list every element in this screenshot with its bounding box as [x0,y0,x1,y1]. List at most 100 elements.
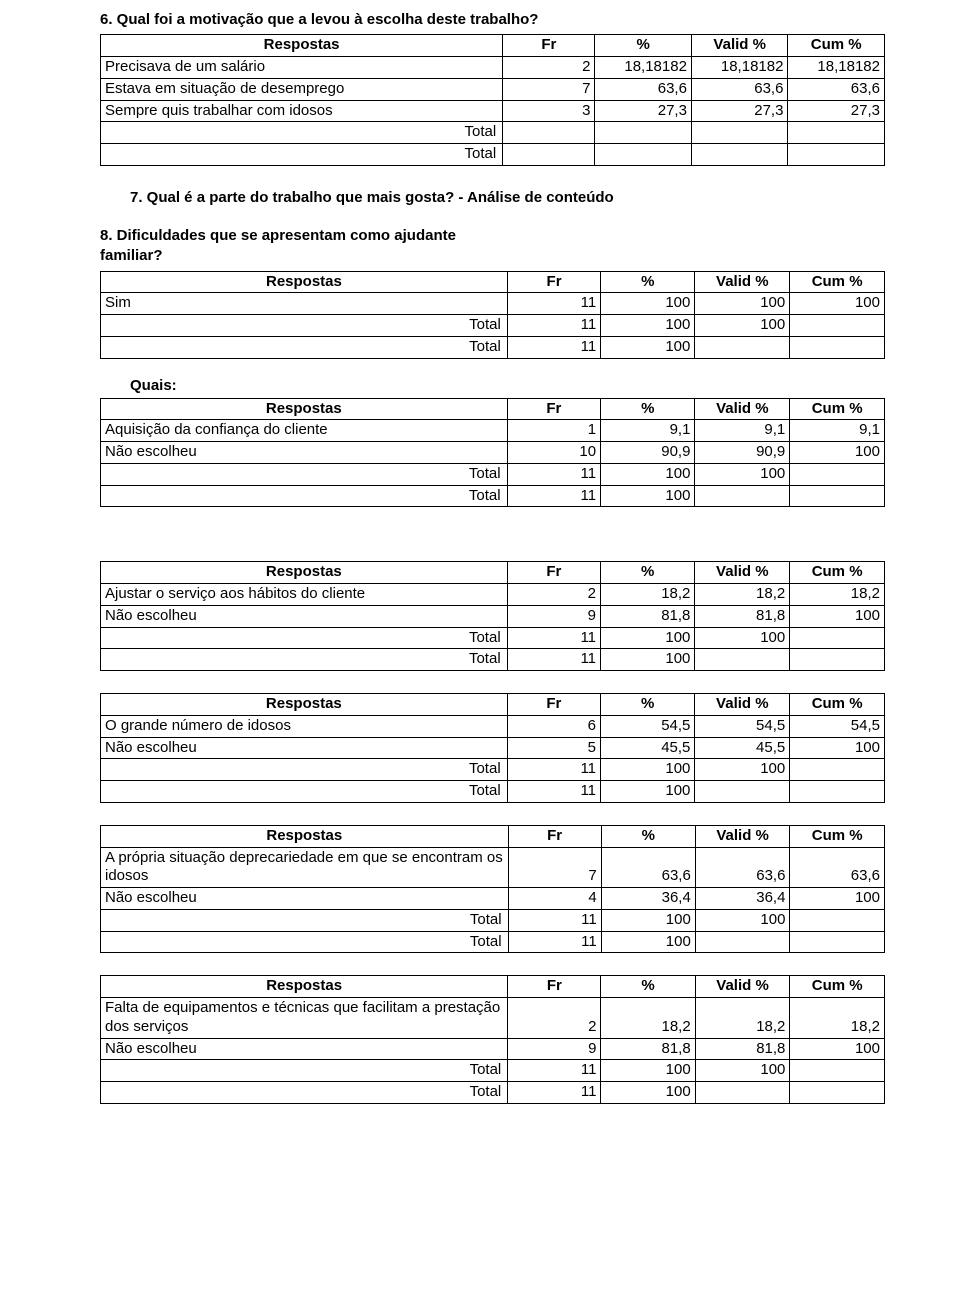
cell-label: Ajustar o serviço aos hábitos do cliente [101,584,508,606]
cell-valid: 81,8 [695,605,790,627]
col-respostas: Respostas [101,562,508,584]
cell-valid: 63,6 [695,847,790,888]
cell-empty [695,649,790,671]
col-cum: Cum % [790,271,885,293]
cell-total-label: Total [101,781,508,803]
cell-valid: 54,5 [695,715,790,737]
cell-pct: 100 [601,336,695,358]
col-fr: Fr [508,825,601,847]
cell-cum: 63,6 [788,78,885,100]
cell-empty [790,1060,885,1082]
cell-valid: 27,3 [691,100,788,122]
col-respostas: Respostas [101,35,503,57]
cell-pct: 100 [601,759,695,781]
cell-valid: 18,2 [695,584,790,606]
col-fr: Fr [507,694,600,716]
table-row: Falta de equipamentos e técnicas que fac… [101,998,885,1039]
col-valid: Valid % [691,35,788,57]
table-row: Aquisição da confiança do cliente 1 9,1 … [101,420,885,442]
cell-empty [790,1082,885,1104]
table-row: Não escolheu 5 45,5 45,5 100 [101,737,885,759]
col-valid: Valid % [695,976,790,998]
cell-empty [503,144,595,166]
cell-pct: 81,8 [601,1038,695,1060]
cell-cum: 54,5 [790,715,885,737]
col-cum: Cum % [790,694,885,716]
cell-valid: 18,18182 [691,57,788,79]
cell-cum: 18,2 [790,998,885,1039]
cell-empty [695,1082,790,1104]
table-row: Sim 11 100 100 100 [101,293,885,315]
table-row: Sempre quis trabalhar com idosos 3 27,3 … [101,100,885,122]
cell-pct: 90,9 [601,442,695,464]
cell-valid: 100 [695,627,790,649]
cell-label: Estava em situação de desemprego [101,78,503,100]
cell-cum: 100 [790,737,885,759]
cell-pct: 63,6 [601,847,695,888]
cell-pct: 18,2 [601,584,695,606]
col-respostas: Respostas [101,694,508,716]
q6-title: 6. Qual foi a motivação que a levou à es… [100,10,885,30]
table-row: Precisava de um salário 2 18,18182 18,18… [101,57,885,79]
table-row-total: Total 11 100 [101,336,885,358]
cell-fr: 11 [508,1060,601,1082]
cell-pct: 27,3 [595,100,692,122]
q6-table: Respostas Fr % Valid % Cum % Precisava d… [100,34,885,166]
table-header: Respostas Fr % Valid % Cum % [101,825,885,847]
cell-valid: 100 [695,759,790,781]
cell-fr: 7 [508,847,601,888]
cell-pct: 18,2 [601,998,695,1039]
cell-pct: 54,5 [601,715,695,737]
col-pct: % [601,562,695,584]
cell-valid: 100 [695,463,790,485]
cell-total-label: Total [101,144,503,166]
table-row-total: Total [101,144,885,166]
cell-fr: 11 [507,485,600,507]
cell-pct: 100 [601,315,695,337]
quais-table-1: Respostas Fr % Valid % Cum % Ajustar o s… [100,561,885,671]
table-header: Respostas Fr % Valid % Cum % [101,271,885,293]
cell-empty [695,485,790,507]
cell-fr: 7 [503,78,595,100]
table-header: Respostas Fr % Valid % Cum % [101,562,885,584]
cell-cum: 27,3 [788,100,885,122]
col-pct: % [601,976,695,998]
cell-fr: 11 [507,463,600,485]
cell-empty [788,122,885,144]
spacer [100,507,885,561]
cell-fr: 11 [508,931,601,953]
cell-pct: 9,1 [601,420,695,442]
table-row: Não escolheu 9 81,8 81,8 100 [101,1038,885,1060]
col-cum: Cum % [790,398,885,420]
col-fr: Fr [507,398,600,420]
cell-cum: 9,1 [790,420,885,442]
cell-empty [595,144,692,166]
table-row-total: Total 11 100 100 [101,627,885,649]
cell-pct: 100 [601,293,695,315]
col-respostas: Respostas [101,825,509,847]
table-row: Não escolheu 4 36,4 36,4 100 [101,888,885,910]
table-row-total: Total 11 100 100 [101,1060,885,1082]
col-cum: Cum % [790,825,885,847]
quais-table-0: Respostas Fr % Valid % Cum % Aquisição d… [100,398,885,508]
cell-fr: 11 [508,1082,601,1104]
cell-empty [790,485,885,507]
table-row: A própria situação deprecariedade em que… [101,847,885,888]
table-row-total: Total 11 100 [101,1082,885,1104]
table-row-total: Total 11 100 [101,781,885,803]
cell-pct: 100 [601,485,695,507]
cell-pct: 36,4 [601,888,695,910]
cell-empty [695,931,790,953]
q8-table: Respostas Fr % Valid % Cum % Sim 11 100 … [100,271,885,359]
cell-label: Falta de equipamentos e técnicas que fac… [101,998,508,1039]
q8-title-line1: 8. Dificuldades que se apresentam como a… [100,226,885,246]
cell-valid: 100 [695,909,790,931]
col-pct: % [595,35,692,57]
cell-label: Não escolheu [101,737,508,759]
col-pct: % [601,694,695,716]
table-header: Respostas Fr % Valid % Cum % [101,694,885,716]
cell-label: Precisava de um salário [101,57,503,79]
cell-cum: 100 [790,605,885,627]
table-row-total: Total 11 100 100 [101,759,885,781]
cell-total-label: Total [101,759,508,781]
